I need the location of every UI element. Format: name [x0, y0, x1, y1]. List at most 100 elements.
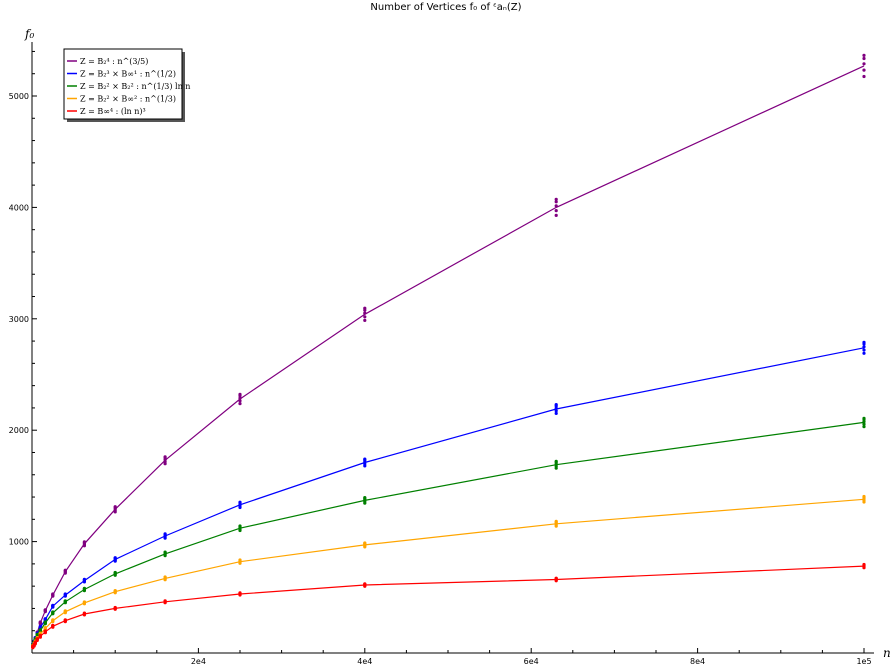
legend-entry: Z = B₂⁴ : n^(3/5) — [80, 57, 148, 66]
series-line — [31, 421, 865, 648]
legend-entry: Z = B₂² × B∞² : n^(1/3) — [80, 95, 176, 104]
data-point — [554, 459, 558, 463]
data-point — [51, 603, 55, 607]
data-point — [363, 457, 367, 461]
data-point — [554, 200, 558, 204]
data-point — [554, 411, 558, 415]
data-point — [554, 406, 558, 410]
x-axis-label: n — [883, 646, 891, 660]
data-point — [363, 582, 367, 586]
data-point — [163, 599, 167, 603]
data-point — [238, 399, 242, 403]
data-point — [38, 628, 42, 632]
data-point — [238, 402, 242, 406]
axes: 1000 2000 3000 4000 5000 2e4 4e4 6e4 8e4 1e5 — [9, 42, 874, 666]
data-point — [163, 455, 167, 459]
data-point — [363, 311, 367, 315]
data-point — [554, 409, 558, 413]
data-point — [862, 562, 866, 567]
y-tick-label: 3000 — [9, 315, 29, 324]
data-point — [113, 589, 117, 593]
data-point — [43, 620, 47, 624]
data-point — [554, 519, 558, 524]
data-point — [82, 577, 86, 581]
y-tick-label: 2000 — [9, 426, 29, 435]
data-point — [113, 605, 117, 610]
y-tick-label: 4000 — [9, 203, 29, 212]
data-point — [862, 56, 866, 61]
y-axis-label: f₀ — [24, 27, 34, 41]
data-point — [554, 576, 558, 580]
data-point — [862, 425, 866, 429]
data-point — [43, 629, 47, 633]
data-point — [554, 213, 558, 217]
data-point — [35, 637, 39, 641]
data-point — [82, 586, 86, 591]
data-point — [82, 600, 86, 604]
y-tick-label: 1000 — [9, 538, 29, 547]
x-tick-label: 6e4 — [524, 657, 539, 666]
data-point — [238, 558, 242, 562]
legend-box — [63, 48, 183, 120]
data-point — [862, 345, 866, 349]
data-point — [363, 496, 367, 500]
data-point — [113, 570, 117, 575]
series-3 — [31, 416, 866, 648]
data-point — [363, 315, 367, 319]
series-line — [31, 498, 865, 649]
y-tick-label: 5000 — [9, 92, 29, 101]
data-point — [82, 611, 86, 615]
chart-title: Number of Vertices f₀ of ᵋaₙ(Z) — [370, 2, 521, 13]
data-point — [862, 53, 866, 58]
x-tick-label: 2e4 — [191, 657, 206, 666]
x-tick-label: 8e4 — [690, 657, 705, 666]
legend-entry: Z = B∞⁴ : (ln n)³ — [80, 107, 146, 116]
data-point — [554, 403, 558, 407]
data-point — [554, 197, 558, 201]
data-point — [238, 392, 242, 396]
data-point — [51, 610, 55, 614]
data-point — [63, 618, 67, 622]
series-line — [31, 347, 865, 648]
data-point — [554, 209, 558, 213]
data-point — [51, 618, 55, 622]
data-point — [51, 623, 55, 628]
legend: Z = B₂⁴ : n^(3/5) Z = B₂³ × B∞¹ : n^(1/2)… — [63, 48, 190, 122]
series-2 — [31, 340, 866, 648]
data-point — [43, 626, 47, 630]
data-point — [43, 617, 47, 621]
data-point — [862, 351, 866, 355]
legend-entry: Z = B₂² × B₂² : n^(1/3) ln n — [80, 82, 190, 91]
data-point — [363, 318, 367, 322]
data-point — [35, 632, 39, 636]
series-line — [31, 65, 865, 649]
data-point — [43, 608, 47, 612]
data-point — [51, 592, 55, 596]
data-point — [862, 340, 866, 344]
data-point — [163, 532, 167, 536]
data-point — [554, 204, 558, 208]
data-point — [38, 620, 42, 624]
series-5 — [31, 562, 866, 650]
data-point — [63, 609, 67, 613]
series-1 — [31, 53, 866, 649]
data-point — [163, 550, 167, 554]
data-point — [238, 524, 242, 528]
data-point — [363, 306, 367, 310]
data-point — [113, 505, 117, 509]
data-point — [238, 591, 242, 595]
data-point — [363, 541, 367, 545]
x-tick-label: 4e4 — [357, 657, 372, 666]
data-point — [862, 348, 866, 352]
data-point — [63, 599, 67, 603]
data-point — [238, 396, 242, 400]
data-point — [82, 540, 86, 544]
data-point — [862, 494, 866, 499]
plot-area — [31, 53, 866, 650]
data-point — [862, 74, 866, 79]
data-point — [38, 633, 42, 638]
data-point — [163, 575, 167, 579]
data-point — [113, 556, 117, 560]
data-point — [38, 631, 42, 635]
